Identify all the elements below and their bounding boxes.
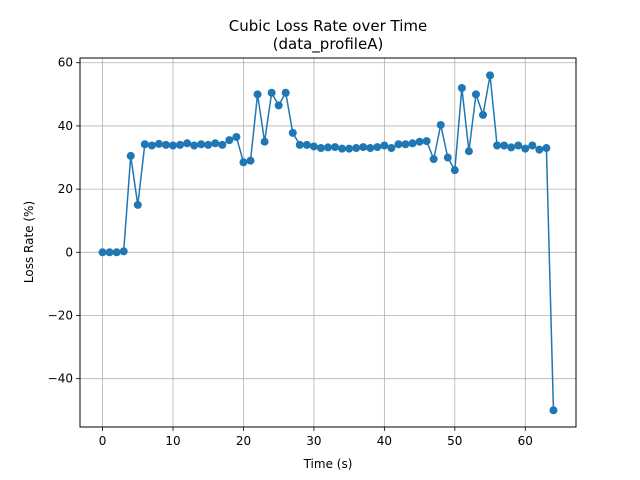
data-point	[197, 140, 206, 149]
data-point	[267, 88, 276, 97]
y-axis-ticks: −40 −20 0 20 40 60	[48, 56, 80, 386]
data-point	[119, 247, 128, 256]
data-point	[464, 147, 473, 156]
data-point	[239, 158, 248, 167]
data-point	[154, 139, 163, 148]
data-point	[373, 143, 382, 152]
data-point	[493, 141, 502, 150]
data-point	[542, 144, 551, 153]
data-point	[309, 142, 318, 151]
series-loss-rate	[98, 71, 558, 415]
data-point	[98, 248, 107, 257]
data-point	[140, 140, 149, 149]
data-point	[253, 90, 262, 99]
data-point	[176, 140, 185, 149]
data-point	[204, 140, 213, 149]
data-point	[352, 144, 361, 153]
data-point	[535, 145, 544, 154]
x-axis-ticks: 0 10 20 30 40 50 60	[99, 427, 533, 448]
data-point	[302, 140, 311, 149]
data-point	[380, 141, 389, 150]
data-point	[281, 88, 290, 97]
data-point	[450, 166, 459, 175]
y-tick-label: −40	[48, 372, 73, 386]
data-point	[218, 140, 227, 149]
data-point	[408, 139, 417, 148]
data-point	[211, 139, 220, 148]
data-point	[169, 141, 177, 150]
y-tick-label: 20	[58, 182, 73, 196]
data-point	[183, 139, 192, 148]
x-tick-label: 20	[236, 434, 251, 448]
data-point	[436, 120, 445, 129]
data-point	[429, 155, 438, 164]
data-point	[190, 141, 199, 150]
data-point	[260, 137, 269, 146]
x-tick-label: 40	[377, 434, 392, 448]
data-point	[528, 141, 537, 150]
chart-title: Cubic Loss Rate over Time	[229, 17, 427, 35]
y-tick-label: 40	[58, 119, 73, 133]
data-point	[415, 137, 424, 146]
data-point	[105, 248, 114, 257]
data-point	[394, 140, 403, 149]
data-point	[161, 140, 170, 149]
x-axis-label: Time (s)	[303, 457, 353, 471]
plot-frame	[79, 57, 577, 428]
data-point	[514, 141, 523, 150]
data-point	[133, 200, 142, 209]
y-axis-label: Loss Rate (%)	[22, 201, 36, 283]
data-point	[331, 143, 340, 152]
data-point	[112, 248, 121, 257]
y-tick-label: 0	[65, 245, 73, 259]
data-point	[126, 151, 135, 160]
data-point	[232, 132, 241, 141]
x-tick-label: 50	[447, 434, 462, 448]
data-point	[549, 406, 558, 415]
data-point	[274, 101, 283, 110]
x-tick-label: 0	[99, 434, 107, 448]
data-point	[387, 144, 396, 153]
data-point	[471, 90, 480, 99]
data-point	[401, 140, 410, 149]
data-point	[324, 143, 332, 152]
data-point	[521, 144, 530, 153]
data-point	[422, 137, 431, 146]
data-point	[295, 140, 304, 149]
data-point	[225, 136, 234, 145]
data-point	[479, 110, 487, 119]
data-point	[288, 128, 297, 137]
data-point	[443, 153, 452, 162]
x-tick-label: 60	[518, 434, 533, 448]
x-tick-label: 30	[306, 434, 321, 448]
data-point	[246, 156, 255, 165]
data-point	[366, 144, 375, 153]
data-point	[359, 143, 368, 152]
grid-lines	[80, 58, 576, 427]
x-tick-label: 10	[165, 434, 180, 448]
chart-subtitle: (data_profileA)	[273, 35, 384, 54]
data-point	[457, 84, 466, 93]
data-point	[500, 141, 509, 150]
data-point	[507, 143, 516, 152]
data-point	[338, 144, 347, 153]
data-point	[147, 141, 156, 150]
data-point	[486, 71, 495, 80]
data-point	[345, 144, 354, 153]
y-tick-label: −20	[48, 308, 73, 322]
y-tick-label: 60	[58, 56, 73, 70]
data-point	[316, 144, 325, 153]
